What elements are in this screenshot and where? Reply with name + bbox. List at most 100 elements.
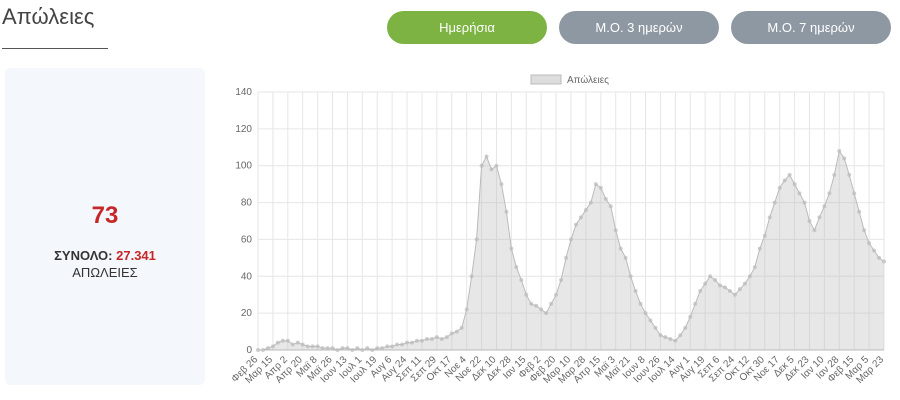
point: [360, 348, 365, 352]
point: [573, 222, 578, 227]
point: [434, 335, 439, 340]
point: [797, 191, 802, 196]
point: [608, 204, 613, 209]
today-value: 73: [91, 202, 119, 229]
point: [414, 338, 419, 343]
total-value: 27.341: [116, 248, 156, 263]
area: [258, 150, 884, 350]
point: [459, 325, 464, 330]
point: [832, 172, 837, 177]
point: [549, 301, 554, 306]
point: [782, 178, 787, 183]
point: [370, 348, 375, 352]
point: [817, 215, 822, 220]
point: [305, 344, 310, 349]
point: [509, 246, 514, 251]
point: [792, 182, 797, 187]
point: [405, 340, 410, 345]
point: [489, 167, 494, 172]
point: [588, 200, 593, 205]
point: [842, 156, 847, 161]
point: [638, 301, 643, 306]
point: [718, 283, 723, 288]
point: [653, 325, 658, 330]
point: [698, 289, 703, 294]
total: ΣΥΝΟΛΟ: 27.341: [5, 248, 205, 263]
point: [429, 336, 434, 341]
point: [564, 255, 569, 260]
point: [593, 182, 598, 187]
daily-button[interactable]: Ημερήσια: [387, 11, 547, 44]
point: [598, 185, 603, 190]
point: [554, 292, 559, 297]
point: [529, 301, 534, 306]
point: [693, 301, 698, 306]
point: [807, 219, 812, 223]
point: [265, 346, 270, 351]
point: [350, 348, 355, 352]
point: [663, 335, 668, 340]
point: [723, 285, 728, 290]
avg3-button[interactable]: Μ.Ο. 3 ημερών: [559, 11, 719, 44]
caption: ΑΠΩΛΕΙΕΣ: [72, 265, 138, 280]
point: [340, 346, 345, 351]
point: [345, 346, 350, 351]
point: [270, 344, 275, 349]
y-tick-label: 60: [241, 234, 253, 245]
point: [559, 277, 564, 282]
point: [290, 342, 295, 347]
point: [862, 228, 867, 233]
point: [400, 342, 405, 347]
point: [777, 185, 782, 190]
point: [882, 259, 886, 264]
summary-panel: 73 ΣΥΝΟΛΟ: 27.341 ΑΠΩΛΕΙΕΣ: [5, 68, 205, 385]
point: [802, 200, 807, 205]
point: [578, 215, 583, 220]
point: [683, 325, 688, 330]
point: [673, 338, 678, 343]
y-tick-label: 100: [235, 161, 252, 172]
avg7-button[interactable]: Μ.Ο. 7 ημερών: [731, 11, 891, 44]
point: [544, 311, 549, 316]
page-title: Απώλειες: [2, 4, 95, 29]
point: [310, 344, 315, 349]
y-tick-label: 20: [241, 308, 253, 319]
point: [787, 172, 792, 177]
point: [390, 344, 395, 349]
point: [867, 241, 872, 246]
point: [474, 237, 479, 242]
y-tick-label: 40: [241, 271, 253, 282]
point: [385, 344, 390, 349]
point: [767, 215, 772, 220]
point: [648, 318, 653, 323]
point: [822, 204, 827, 209]
point: [330, 346, 335, 351]
legend-swatch: [530, 74, 562, 85]
point: [668, 336, 673, 341]
point: [260, 348, 265, 352]
point: [395, 342, 400, 347]
point: [424, 336, 429, 341]
point: [827, 191, 832, 196]
point: [380, 346, 385, 351]
point: [335, 348, 340, 352]
point: [484, 154, 489, 159]
point: [643, 311, 648, 316]
point: [877, 255, 882, 260]
total-label: ΣΥΝΟΛΟ:: [54, 248, 113, 263]
point: [633, 289, 638, 294]
point: [678, 333, 683, 338]
point: [737, 287, 742, 292]
point: [464, 307, 469, 312]
point: [872, 248, 877, 253]
point: [569, 237, 573, 242]
point: [762, 233, 767, 238]
point: [623, 255, 628, 260]
point: [772, 200, 777, 205]
point: [732, 292, 737, 297]
point: [628, 274, 633, 279]
point: [469, 274, 474, 279]
title-underline: [2, 48, 108, 49]
